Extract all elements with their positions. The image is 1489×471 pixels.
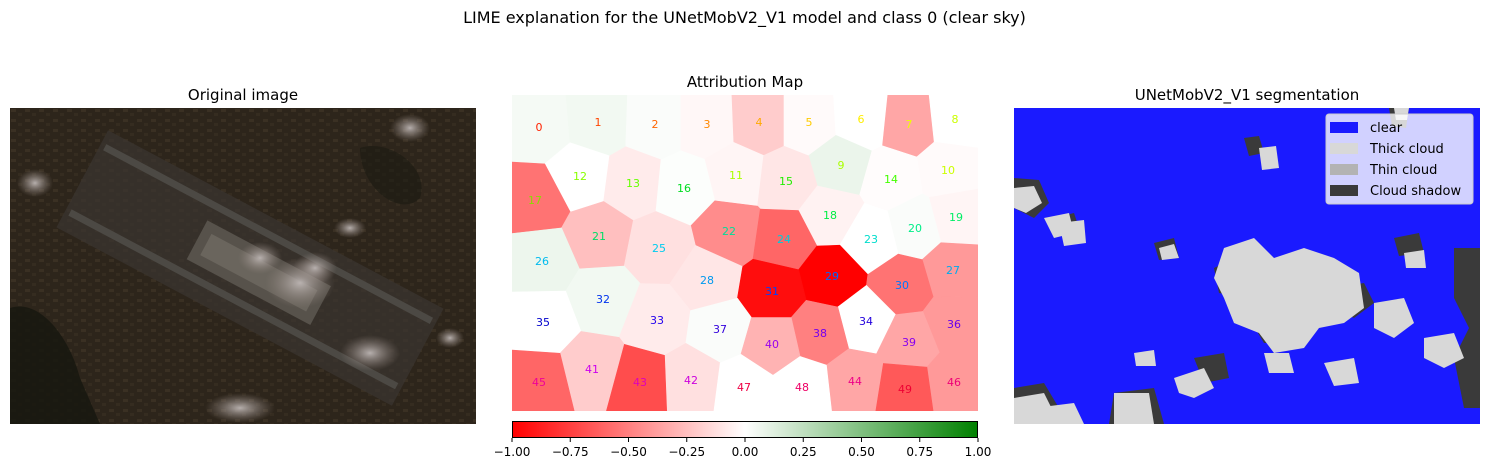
- segment-label-43: 43: [633, 376, 647, 389]
- segment-label-41: 41: [585, 363, 599, 376]
- segment-48: [772, 356, 832, 411]
- segment-label-31: 31: [765, 285, 779, 298]
- segmentation-map: clear Thick cloud Thin cloud Cloud shadow: [1014, 108, 1480, 424]
- segment-label-22: 22: [722, 225, 736, 238]
- segment-label-2: 2: [652, 118, 659, 131]
- segment-label-26: 26: [535, 255, 549, 268]
- legend-label: clear: [1370, 121, 1403, 136]
- segment-label-17: 17: [528, 194, 542, 207]
- segmentation-title: UNetMobV2_V1 segmentation: [1134, 86, 1360, 104]
- segment-label-10: 10: [941, 164, 955, 177]
- colorbar-tick-label: 0.25: [790, 445, 817, 459]
- segment-label-48: 48: [795, 381, 809, 394]
- original-title: Original image: [187, 86, 299, 104]
- figure-title: LIME explanation for the UNetMobV2_V1 mo…: [463, 8, 1026, 27]
- legend-label: Thick cloud: [1369, 142, 1444, 157]
- segment-label-23: 23: [864, 233, 878, 246]
- original-satellite-image: [10, 108, 476, 424]
- segment-label-32: 32: [596, 293, 610, 306]
- segment-label-47: 47: [737, 381, 751, 394]
- segment-label-16: 16: [677, 182, 691, 195]
- segment-label-40: 40: [765, 338, 779, 351]
- segment-label-42: 42: [684, 374, 698, 387]
- colorbar-tick-label: −1.00: [494, 445, 531, 459]
- segment-label-13: 13: [626, 177, 640, 190]
- segment-label-29: 29: [825, 270, 839, 283]
- segment-49: [875, 363, 934, 411]
- attribution-title: Attribution Map: [686, 73, 804, 91]
- segment-label-12: 12: [573, 170, 587, 183]
- segment-label-37: 37: [713, 323, 727, 336]
- legend-label: Cloud shadow: [1370, 184, 1461, 199]
- segment-label-45: 45: [532, 376, 546, 389]
- segment-label-3: 3: [704, 118, 711, 131]
- segment-label-15: 15: [779, 175, 793, 188]
- segment-label-39: 39: [902, 336, 916, 349]
- colorbar-tick-label: 0.75: [906, 445, 933, 459]
- segment-label-30: 30: [895, 279, 909, 292]
- segment-label-49: 49: [898, 383, 912, 396]
- legend-swatch: [1330, 164, 1358, 175]
- segment-label-19: 19: [949, 211, 963, 224]
- colorbar-ticks: −1.00 −0.75 −0.50 −0.25 0.00 0.25 0.50 0.75 1.00: [494, 438, 992, 459]
- segment-label-46: 46: [947, 376, 961, 389]
- segment-label-7: 7: [906, 118, 913, 131]
- segment-label-9: 9: [838, 159, 845, 172]
- segment-label-18: 18: [823, 209, 837, 222]
- segment-45: [512, 349, 575, 411]
- segment-label-34: 34: [859, 315, 873, 328]
- segment-43: [606, 344, 668, 411]
- segment-label-8: 8: [952, 113, 959, 126]
- segment-label-33: 33: [650, 314, 664, 327]
- segment-label-38: 38: [813, 327, 827, 340]
- segment-label-25: 25: [652, 242, 666, 255]
- segment-label-1: 1: [595, 116, 602, 129]
- segment-label-5: 5: [806, 116, 813, 129]
- segment-label-20: 20: [908, 222, 922, 235]
- segment-label-6: 6: [858, 113, 865, 126]
- colorbar-tick-label: −0.50: [610, 445, 647, 459]
- colorbar-tick-label: −0.75: [552, 445, 589, 459]
- colorbar-tick-label: −0.25: [668, 445, 705, 459]
- segment-label-44: 44: [848, 375, 862, 388]
- legend-label: Thin cloud: [1369, 163, 1437, 178]
- segment-label-21: 21: [592, 230, 606, 243]
- segment-8: [928, 95, 978, 149]
- segment-label-35: 35: [536, 316, 550, 329]
- segment-label-24: 24: [777, 233, 791, 246]
- colorbar: [512, 421, 978, 438]
- segment-label-14: 14: [884, 173, 898, 186]
- segmentation-legend: clear Thick cloud Thin cloud Cloud shadow: [1325, 113, 1474, 205]
- segment-label-4: 4: [756, 116, 763, 129]
- colorbar-tick-label: 1.00: [965, 445, 992, 459]
- segment-label-0: 0: [536, 121, 543, 134]
- colorbar-tick-label: 0.00: [732, 445, 759, 459]
- legend-swatch: [1330, 143, 1358, 154]
- segment-label-28: 28: [700, 274, 714, 287]
- segment-label-27: 27: [946, 264, 960, 277]
- legend-swatch: [1330, 122, 1358, 133]
- legend-swatch: [1330, 185, 1358, 196]
- segment-label-36: 36: [947, 318, 961, 331]
- colorbar-tick-label: 0.50: [848, 445, 875, 459]
- segment-label-11: 11: [729, 169, 743, 182]
